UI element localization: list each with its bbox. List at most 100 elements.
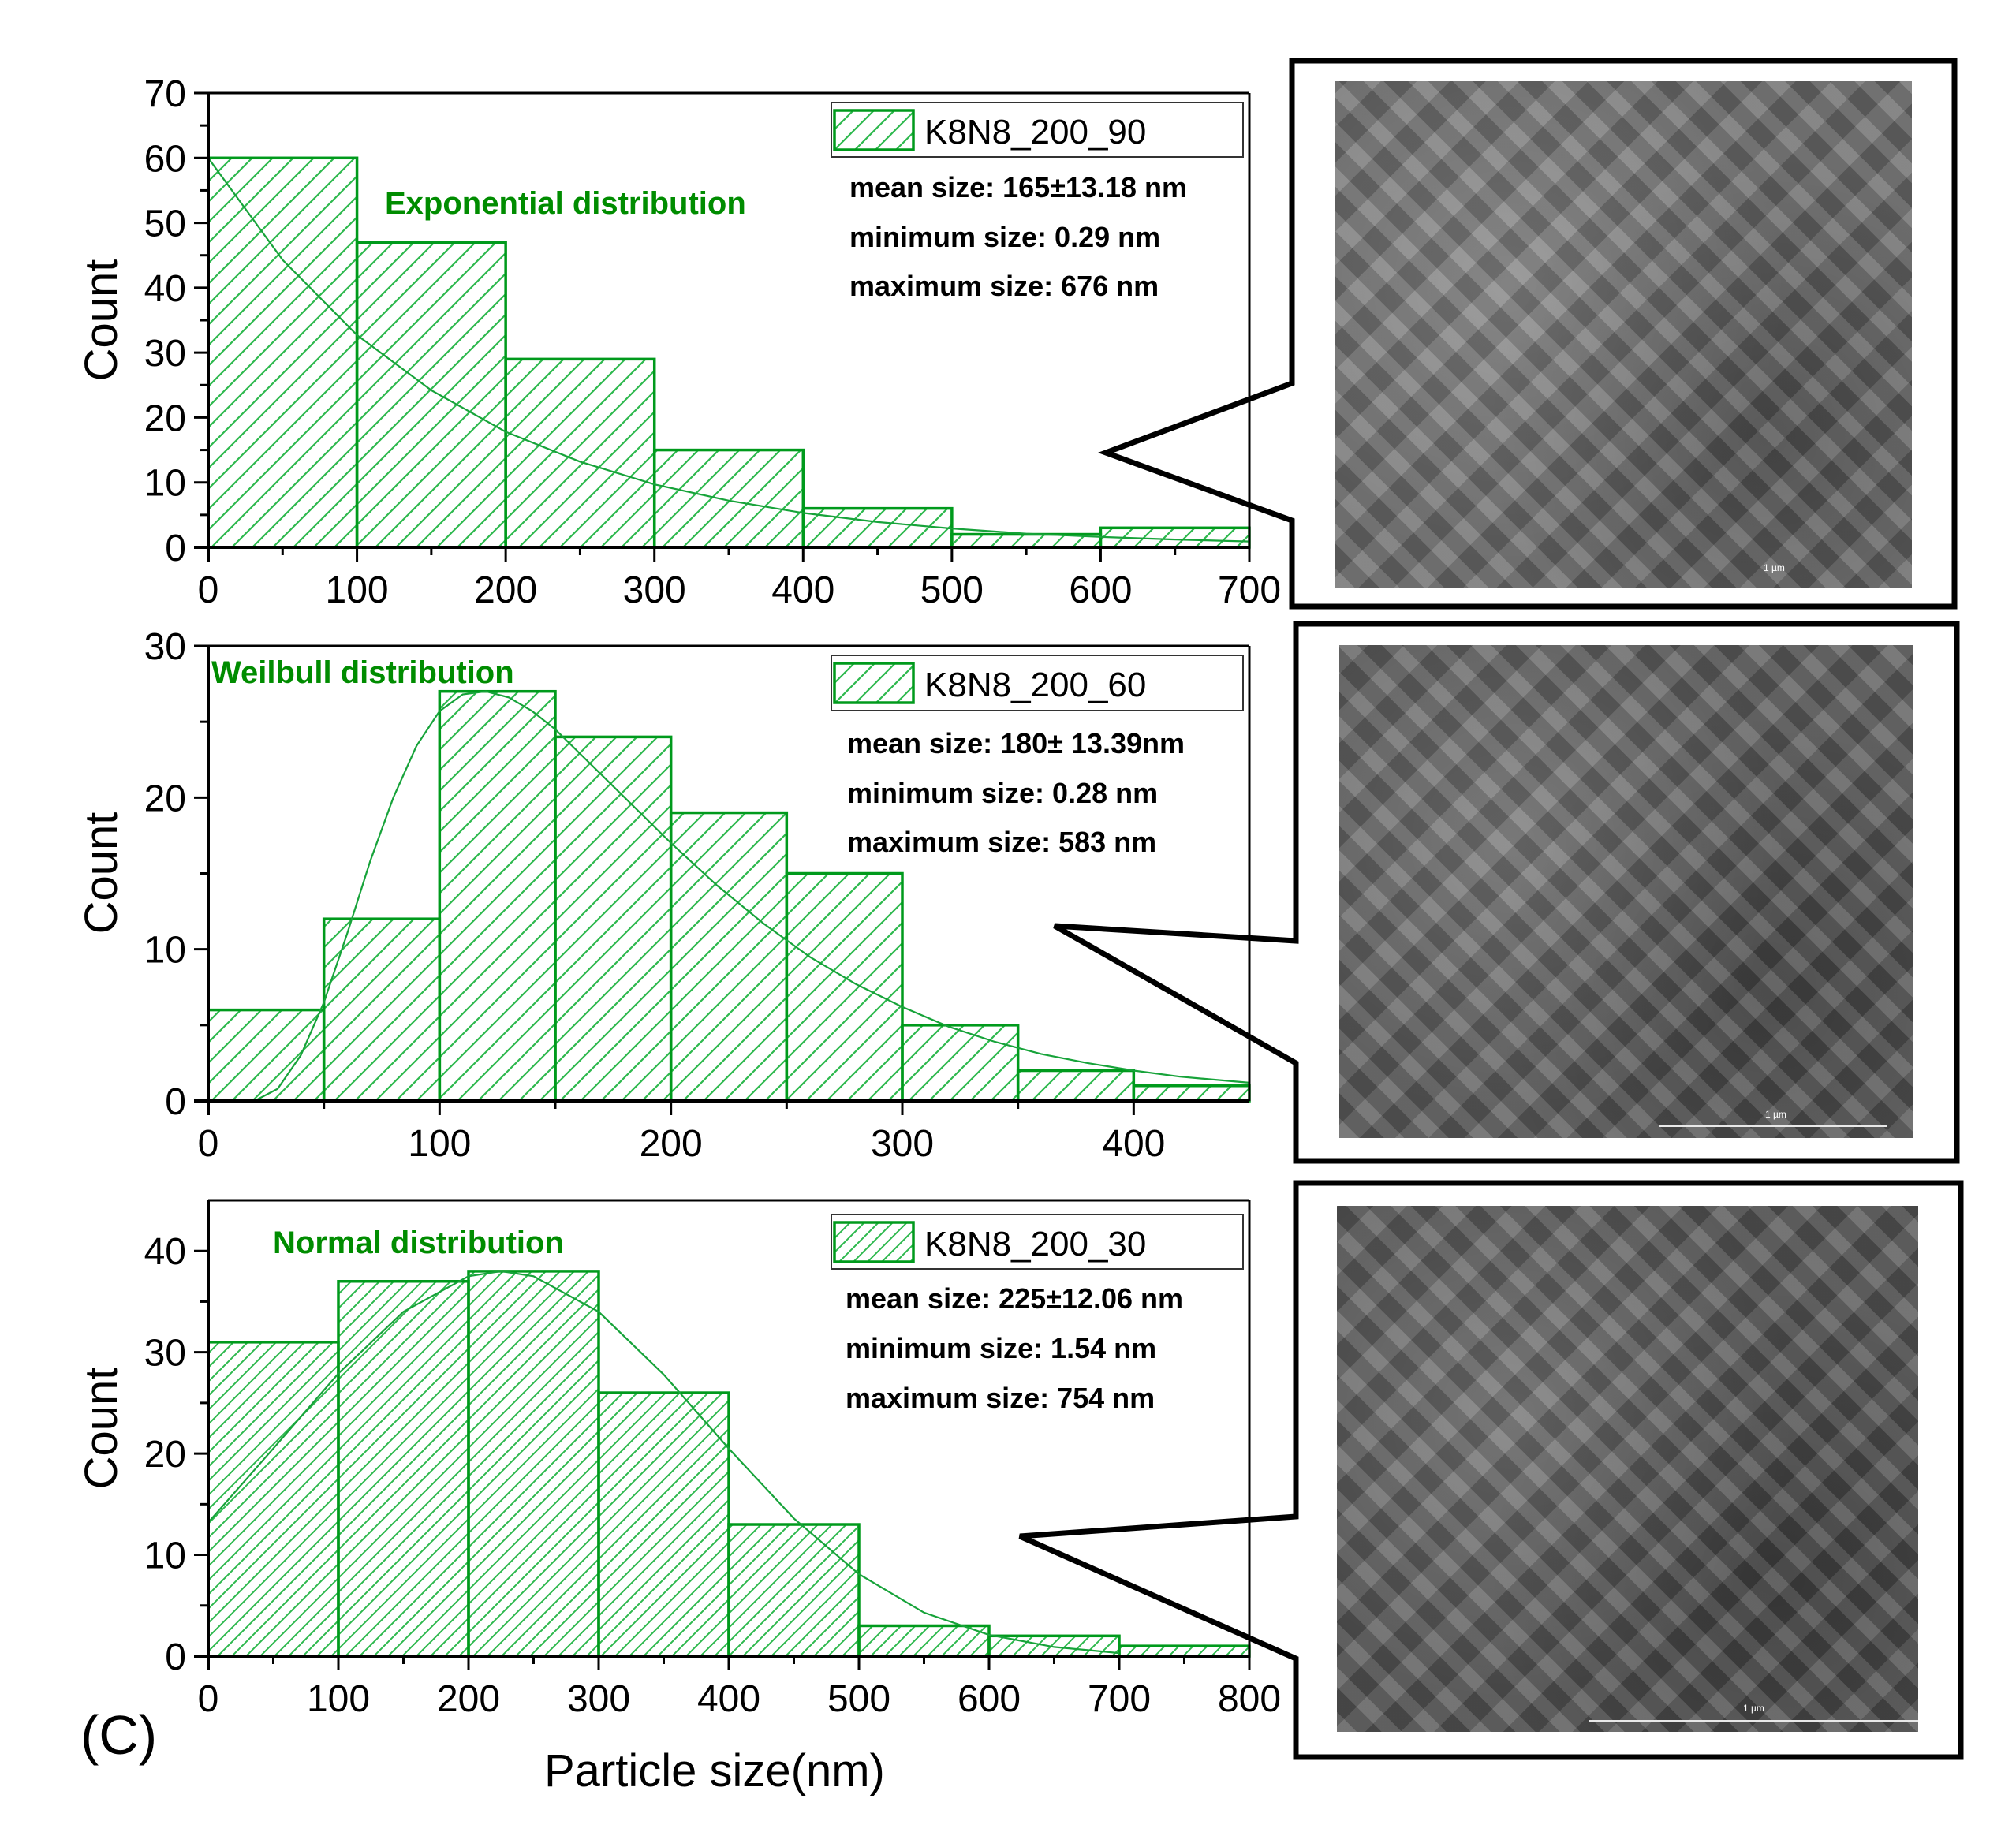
x-tick-label: 500	[827, 1678, 890, 1720]
sem-scale-label: 1 µm	[1764, 562, 1785, 573]
x-tick-label: 200	[437, 1678, 500, 1720]
x-tick-label: 300	[871, 1123, 934, 1165]
histogram-bars	[207, 156, 1251, 549]
histogram-bar	[801, 506, 954, 549]
y-axis-title: Count	[76, 259, 127, 382]
histogram-bar	[652, 448, 805, 549]
y-tick-label: 40	[144, 268, 186, 310]
histogram-bar	[504, 357, 656, 549]
y-tick-label: 20	[144, 778, 186, 819]
x-tick-label: 700	[1088, 1678, 1151, 1720]
x-tick-label: 200	[474, 569, 537, 611]
sem-micrograph-k8n8-200-30: 1 µm	[1337, 1206, 1918, 1732]
y-tick-label: 40	[144, 1231, 186, 1273]
x-tick-label: 100	[307, 1678, 370, 1720]
histogram-bar	[785, 871, 904, 1103]
histogram-bar	[337, 1280, 470, 1658]
histogram-bar	[322, 917, 442, 1103]
y-tick-label: 30	[144, 1333, 186, 1375]
fit-curve	[207, 1270, 1120, 1655]
fit-curve	[207, 157, 1250, 543]
callout-frame	[1053, 621, 1960, 1164]
histogram-bar	[1016, 1069, 1136, 1103]
histogram-bars	[207, 1270, 1251, 1658]
stat-line: maximum size: 583 nm	[847, 826, 1156, 858]
stat-line: minimum size: 1.54 nm	[846, 1332, 1156, 1364]
x-tick-label: 0	[198, 1123, 219, 1165]
stat-line: mean size: 180± 13.39nm	[847, 727, 1185, 759]
x-tick-label: 200	[640, 1123, 703, 1165]
histogram-bar	[669, 811, 789, 1103]
x-tick-label: 700	[1218, 569, 1281, 611]
histogram-bar	[438, 689, 557, 1103]
sem-callout-frames	[1018, 58, 1964, 1760]
histogram-bar	[467, 1270, 600, 1658]
y-tick-label: 0	[165, 528, 186, 569]
y-tick-label: 60	[144, 138, 186, 180]
y-tick-label: 0	[165, 1081, 186, 1123]
callout-frame	[1097, 58, 1958, 610]
x-tick-label: 600	[1069, 569, 1132, 611]
x-tick-label: 400	[771, 569, 834, 611]
sem-micrograph-k8n8-200-60: 1 µm	[1339, 645, 1913, 1138]
x-axis-title: Particle size(nm)	[544, 1745, 885, 1797]
x-tick-label: 400	[697, 1678, 760, 1720]
x-tick-label: 500	[920, 569, 984, 611]
y-tick-label: 20	[144, 397, 186, 439]
y-tick-label: 30	[144, 333, 186, 375]
y-tick-label: 10	[144, 930, 186, 972]
stat-line: minimum size: 0.28 nm	[847, 777, 1158, 809]
histogram-bar	[207, 1008, 326, 1103]
histogram-bar	[1132, 1084, 1251, 1103]
stat-line: minimum size: 0.29 nm	[849, 221, 1160, 253]
y-tick-label: 10	[144, 1535, 186, 1577]
stat-line: mean size: 165±13.18 nm	[849, 171, 1187, 203]
histogram-bars	[207, 689, 1251, 1103]
panel-label: (C)	[80, 1704, 158, 1766]
stat-line: mean size: 225±12.06 nm	[846, 1282, 1183, 1315]
x-tick-label: 100	[326, 569, 389, 611]
y-axis-title: Count	[76, 1368, 127, 1490]
stat-line: maximum size: 754 nm	[846, 1382, 1155, 1414]
legend-swatch	[833, 1221, 915, 1263]
fit-curve	[254, 690, 1250, 1102]
histogram-bar	[901, 1024, 1020, 1103]
x-tick-label: 300	[567, 1678, 630, 1720]
callout-frame	[1018, 1180, 1964, 1760]
histogram-bar	[207, 1341, 340, 1658]
y-tick-label: 50	[144, 203, 186, 245]
y-tick-label: 30	[144, 626, 186, 668]
histogram-bar	[727, 1523, 861, 1658]
legend: K8N8_200_60	[831, 655, 1244, 711]
legend-swatch	[833, 109, 915, 151]
x-tick-label: 800	[1218, 1678, 1281, 1720]
y-tick-label: 10	[144, 463, 186, 505]
histogram-bar	[857, 1624, 991, 1658]
sem-micrograph-k8n8-200-90: 1 µm	[1335, 81, 1912, 588]
x-tick-label: 0	[198, 569, 219, 611]
x-tick-label: 0	[198, 1678, 219, 1720]
legend: K8N8_200_30	[831, 1214, 1244, 1270]
stat-line: maximum size: 676 nm	[849, 270, 1159, 302]
distribution-annotation: Exponential distribution	[385, 186, 746, 221]
sem-scale-bar	[1659, 1125, 1887, 1127]
histogram-bar	[207, 156, 359, 549]
histogram-bar	[355, 241, 507, 549]
sem-scale-label: 1 µm	[1743, 1703, 1764, 1714]
y-axis-title: Count	[76, 812, 127, 935]
y-tick-label: 70	[144, 73, 186, 115]
legend-label: K8N8_200_90	[924, 113, 1146, 151]
histogram-bar	[554, 735, 673, 1103]
distribution-annotation: Normal distribution	[273, 1226, 564, 1260]
x-tick-label: 100	[408, 1123, 471, 1165]
distribution-annotation: Weilbull distribution	[211, 655, 514, 690]
legend: K8N8_200_90	[831, 102, 1244, 158]
sem-scale-label: 1 µm	[1765, 1109, 1786, 1120]
